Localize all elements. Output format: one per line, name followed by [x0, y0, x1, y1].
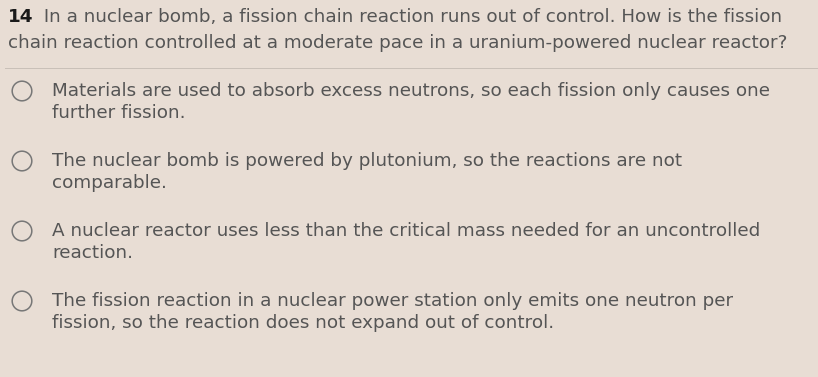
Text: A nuclear reactor uses less than the critical mass needed for an uncontrolled: A nuclear reactor uses less than the cri…: [52, 222, 760, 240]
Text: The fission reaction in a nuclear power station only emits one neutron per: The fission reaction in a nuclear power …: [52, 292, 733, 310]
Text: 14: 14: [8, 8, 34, 26]
Text: chain reaction controlled at a moderate pace in a uranium-powered nuclear reacto: chain reaction controlled at a moderate …: [8, 34, 788, 52]
Text: reaction.: reaction.: [52, 244, 133, 262]
Text: The nuclear bomb is powered by plutonium, so the reactions are not: The nuclear bomb is powered by plutonium…: [52, 152, 682, 170]
Text: Materials are used to absorb excess neutrons, so each fission only causes one: Materials are used to absorb excess neut…: [52, 82, 770, 100]
Text: further fission.: further fission.: [52, 104, 186, 122]
Text: comparable.: comparable.: [52, 174, 167, 192]
Text: fission, so the reaction does not expand out of control.: fission, so the reaction does not expand…: [52, 314, 554, 332]
Text: In a nuclear bomb, a fission chain reaction runs out of control. How is the fiss: In a nuclear bomb, a fission chain react…: [38, 8, 782, 26]
